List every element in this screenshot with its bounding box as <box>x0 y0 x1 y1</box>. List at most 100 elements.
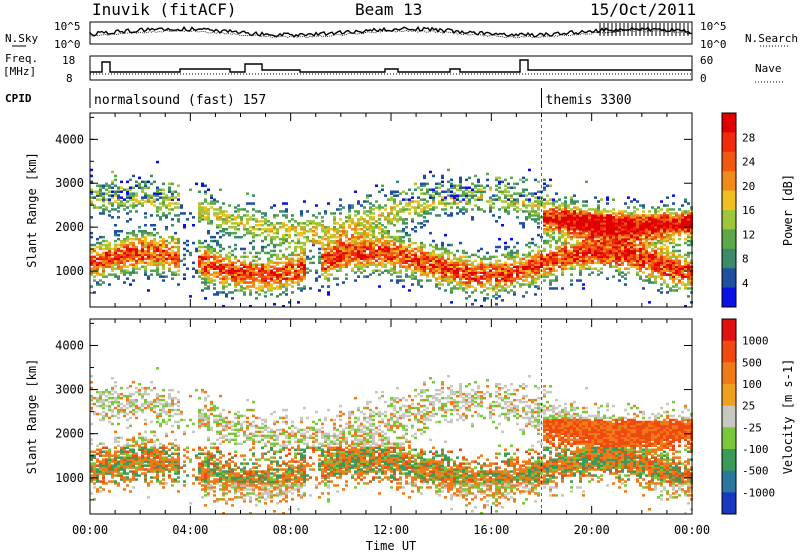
heatmap-cell <box>132 174 135 178</box>
heatmap-cell <box>384 235 387 239</box>
heatmap-cell <box>525 188 528 191</box>
heatmap-cell <box>489 281 492 284</box>
heatmap-cell <box>198 206 201 209</box>
heatmap-cell <box>441 251 444 255</box>
heatmap-cell <box>432 251 435 255</box>
heatmap-cell <box>282 226 285 229</box>
heatmap-cell <box>537 218 540 221</box>
heatmap-cell <box>273 253 276 257</box>
heatmap-cell <box>234 257 237 261</box>
heatmap-cell <box>345 230 348 233</box>
heatmap-cell <box>567 206 570 209</box>
heatmap-cell <box>630 247 633 251</box>
heatmap-cell <box>294 220 297 223</box>
heatmap-cell <box>405 275 408 278</box>
heatmap-cell <box>210 273 213 276</box>
heatmap-cell <box>471 218 474 221</box>
heatmap-cell <box>474 184 477 187</box>
heatmap-cell <box>207 265 210 268</box>
heatmap-cell <box>411 273 414 276</box>
heatmap-cell <box>372 230 375 233</box>
heatmap-cell <box>468 279 471 282</box>
heatmap-cell <box>411 269 414 272</box>
heatmap-cell <box>681 275 684 278</box>
heatmap-cell <box>603 257 606 261</box>
heatmap-cell <box>231 253 234 257</box>
heatmap-cell <box>228 271 231 274</box>
heatmap-cell <box>264 218 267 221</box>
heatmap-cell <box>585 218 588 221</box>
heatmap-cell <box>597 251 600 255</box>
heatmap-cell <box>564 212 567 215</box>
heatmap-cell <box>633 233 636 237</box>
heatmap-cell <box>129 198 132 201</box>
heatmap-cell <box>90 192 93 195</box>
heatmap-cell <box>651 257 654 261</box>
heatmap-cell <box>498 176 501 180</box>
heatmap-cell <box>381 206 384 209</box>
heatmap-cell <box>321 257 324 261</box>
heatmap-cell <box>300 233 303 237</box>
heatmap-cell <box>495 194 498 197</box>
heatmap-cell <box>156 206 159 209</box>
heatmap-cell <box>228 265 231 268</box>
heatmap-cell <box>285 263 288 266</box>
heatmap-cell <box>678 281 681 284</box>
heatmap-cell <box>615 265 618 268</box>
heatmap-cell <box>645 228 648 231</box>
heatmap-cell <box>201 257 204 261</box>
heatmap-cell <box>486 267 489 270</box>
heatmap-cell <box>471 291 474 294</box>
heatmap-cell <box>213 202 216 205</box>
heatmap-cell <box>660 230 663 233</box>
heatmap-cell <box>543 188 546 191</box>
heatmap-cell <box>435 247 438 251</box>
heatmap-cell <box>90 231 93 235</box>
heatmap-cell <box>246 230 249 233</box>
heatmap-cell <box>210 202 213 205</box>
heatmap-cell <box>687 275 690 278</box>
heatmap-cell <box>621 233 624 237</box>
heatmap-cell <box>486 265 489 268</box>
heatmap-cell <box>288 265 291 268</box>
heatmap-cell <box>186 239 189 243</box>
heatmap-cell <box>243 208 246 211</box>
heatmap-cell <box>672 224 675 227</box>
heatmap-cell <box>495 261 498 265</box>
heatmap-cell <box>162 198 165 201</box>
heatmap-cell <box>576 243 579 247</box>
heatmap-cell <box>327 293 330 296</box>
heatmap-cell <box>318 289 321 292</box>
heatmap-cell <box>660 235 663 239</box>
heatmap-cell <box>633 259 636 263</box>
heatmap-cell <box>324 267 327 270</box>
heatmap-cell <box>570 220 573 223</box>
heatmap-cell <box>636 218 639 221</box>
heatmap-cell <box>336 230 339 233</box>
heatmap-cell <box>687 239 690 243</box>
heatmap-cell <box>648 220 651 223</box>
heatmap-cell <box>264 283 267 286</box>
heatmap-cell <box>537 285 540 288</box>
heatmap-cell <box>387 216 390 219</box>
heatmap-cell <box>243 224 246 227</box>
heatmap-cell <box>522 176 525 180</box>
heatmap-cell <box>285 210 288 213</box>
heatmap-cell <box>558 220 561 223</box>
heatmap-cell <box>531 275 534 278</box>
heatmap-cell <box>483 285 486 288</box>
heatmap-cell <box>111 182 114 186</box>
heatmap-cell <box>339 230 342 233</box>
heatmap-cell <box>555 277 558 280</box>
heatmap-cell <box>636 222 639 225</box>
heatmap-cell <box>249 218 252 221</box>
heatmap-cell <box>174 271 177 274</box>
heatmap-cell <box>237 216 240 219</box>
heatmap-cell <box>471 263 474 266</box>
heatmap-cell <box>642 265 645 268</box>
heatmap-cell <box>564 208 567 211</box>
heatmap-cell <box>297 301 300 304</box>
heatmap-cell <box>312 261 315 265</box>
heatmap-cell <box>645 226 648 229</box>
heatmap-cell <box>282 277 285 280</box>
